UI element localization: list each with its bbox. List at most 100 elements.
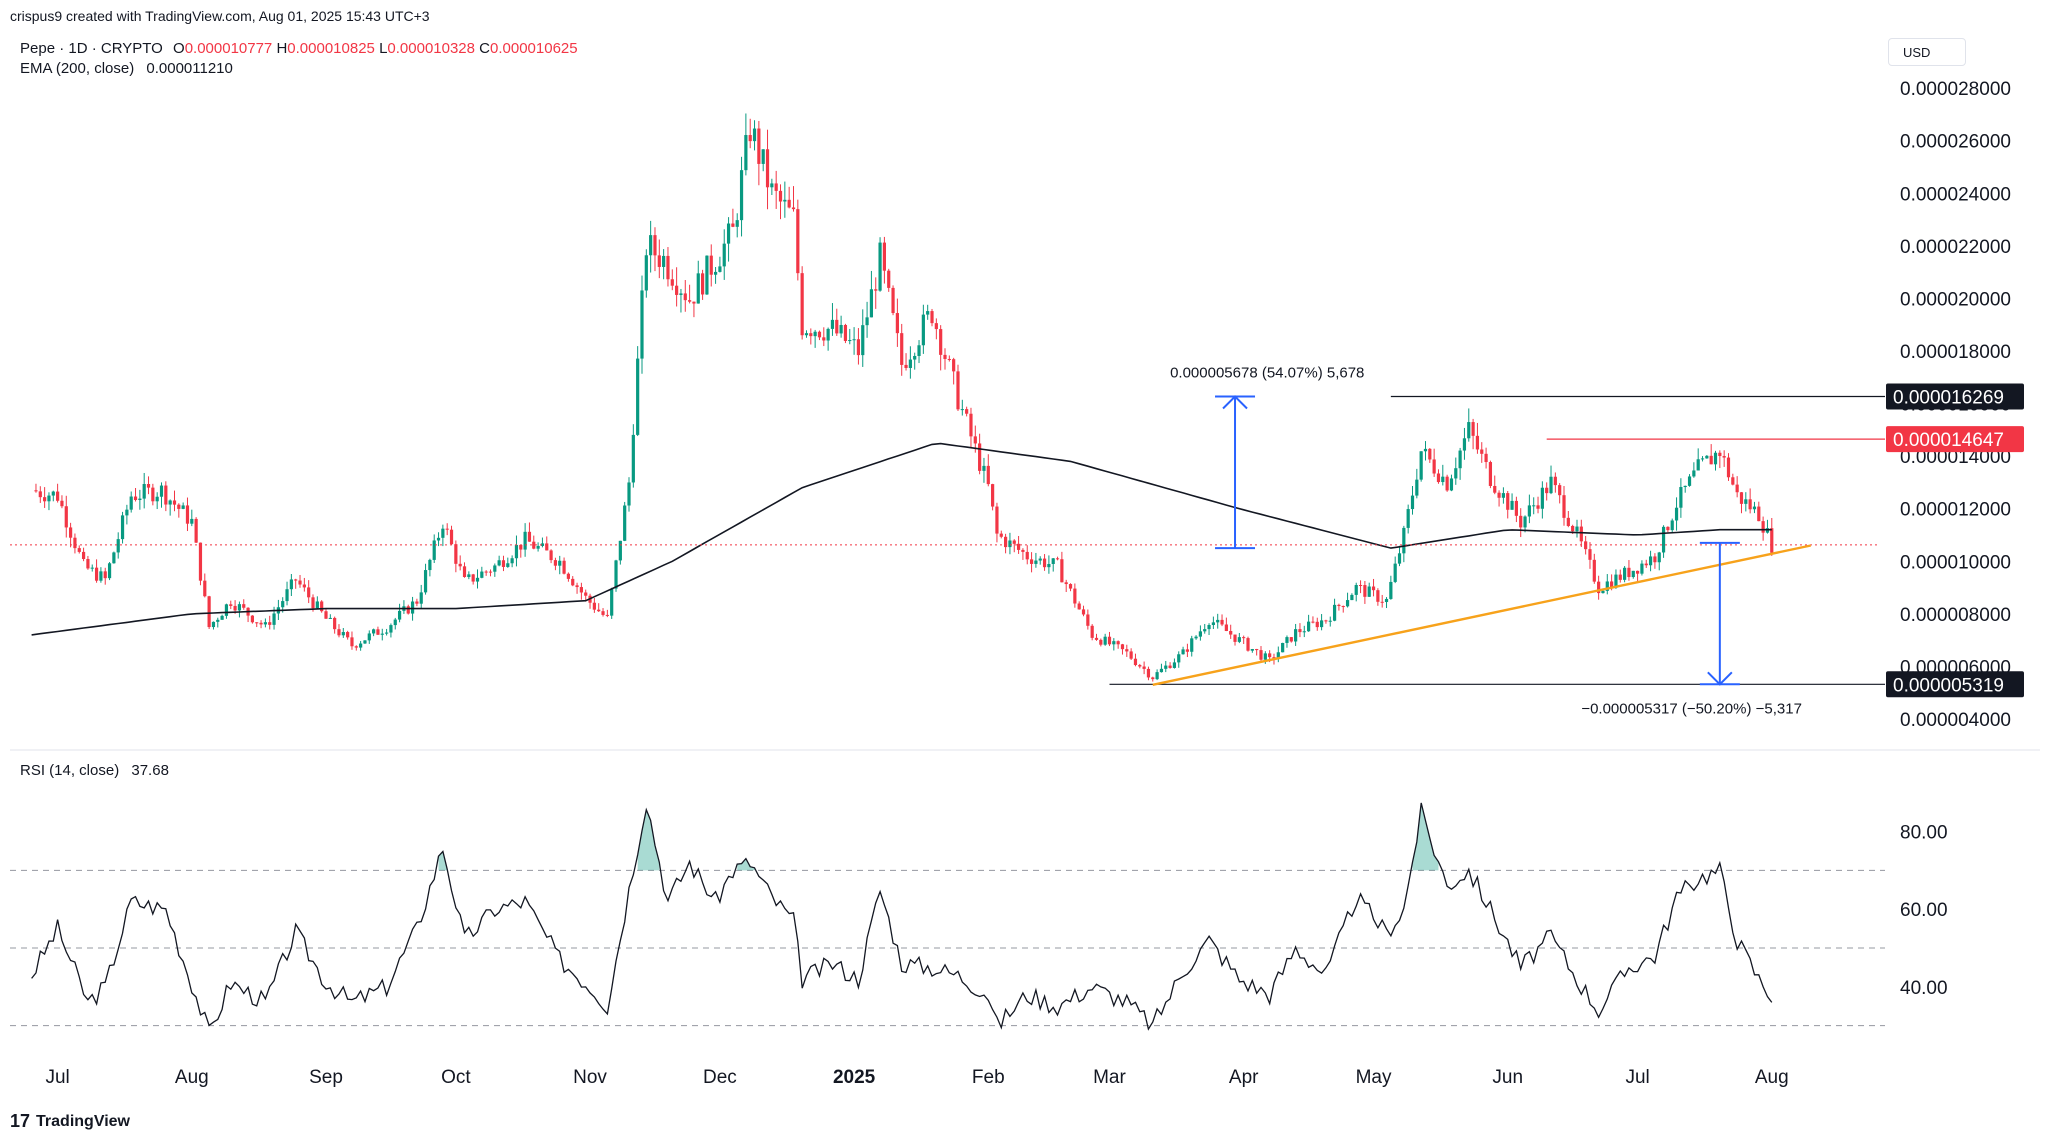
candle-body bbox=[1640, 563, 1644, 574]
candle-body bbox=[1549, 476, 1553, 494]
candle-body bbox=[1428, 448, 1432, 460]
candle-body bbox=[726, 223, 731, 244]
red-level-tag[interactable]: 0.000014647 bbox=[1886, 426, 2024, 453]
candle-body bbox=[1510, 500, 1514, 510]
candle-body bbox=[1449, 478, 1454, 491]
candle-body bbox=[1042, 558, 1047, 568]
candle-body bbox=[705, 255, 709, 295]
candle-body bbox=[713, 271, 718, 275]
candle-body bbox=[1016, 543, 1021, 550]
candle-body bbox=[765, 149, 770, 188]
candle-body bbox=[328, 617, 332, 619]
candle-body bbox=[874, 289, 878, 291]
candle-body bbox=[1739, 492, 1744, 504]
ema-legend[interactable]: EMA (200, close) 0.000011210 bbox=[20, 60, 233, 77]
candle-body bbox=[47, 495, 51, 502]
candle-body bbox=[1363, 585, 1367, 597]
candle-body bbox=[1514, 500, 1518, 516]
tradingview-logo[interactable]: 17 TradingView bbox=[10, 1111, 130, 1132]
candle-body bbox=[1337, 604, 1341, 607]
candle-body bbox=[1757, 506, 1761, 522]
candle-body bbox=[1731, 477, 1735, 485]
candle-body bbox=[947, 358, 951, 360]
candle-body bbox=[1406, 509, 1410, 528]
candle-body bbox=[787, 199, 791, 208]
candle-body bbox=[281, 601, 285, 608]
candle-body bbox=[1129, 651, 1133, 659]
candle-body bbox=[1281, 642, 1285, 653]
price-axis-tick: 0.000026000 bbox=[1900, 132, 2011, 153]
candle-body bbox=[341, 632, 345, 636]
candle-body bbox=[501, 560, 506, 567]
candle-body bbox=[454, 544, 458, 564]
candle-body bbox=[1190, 638, 1194, 652]
candle-body bbox=[986, 465, 990, 485]
candle-body bbox=[1185, 649, 1190, 652]
candle-body bbox=[151, 487, 155, 502]
rsi-legend[interactable]: RSI (14, close) 37.68 bbox=[20, 762, 169, 779]
candle-body bbox=[125, 509, 129, 516]
candle-body bbox=[1770, 528, 1774, 553]
candle-body bbox=[917, 345, 921, 356]
candle-body bbox=[1623, 567, 1627, 580]
candle-body bbox=[133, 496, 138, 501]
candle-body bbox=[359, 643, 363, 648]
candle-body bbox=[1367, 586, 1371, 597]
candle-body bbox=[1493, 485, 1497, 493]
candle-body bbox=[627, 482, 631, 506]
support-tag-text: 0.000005319 bbox=[1893, 675, 2004, 696]
candle-body bbox=[1112, 641, 1116, 645]
candle-body bbox=[376, 629, 380, 635]
candle-body bbox=[809, 333, 813, 337]
candle-body bbox=[250, 615, 255, 623]
candle-body bbox=[532, 541, 536, 549]
candle-body bbox=[43, 497, 47, 502]
candle-body bbox=[1034, 560, 1038, 564]
symbol-legend[interactable]: Pepe · 1D · CRYPTO O0.000010777 H0.00001… bbox=[20, 40, 578, 57]
candle-body bbox=[1302, 631, 1306, 633]
candle-body bbox=[553, 560, 558, 566]
candle-body bbox=[1610, 581, 1614, 588]
candle-body bbox=[1289, 637, 1293, 642]
candle-body bbox=[1146, 668, 1151, 678]
candle-body bbox=[393, 619, 397, 626]
candle-body bbox=[1674, 507, 1679, 521]
candle-body bbox=[1748, 499, 1752, 510]
candle-body bbox=[1328, 620, 1332, 622]
candle-body bbox=[1713, 452, 1718, 465]
time-axis-tick: Jul bbox=[1625, 1067, 1649, 1088]
candle-body bbox=[432, 540, 436, 560]
candle-body bbox=[592, 602, 596, 610]
time-axis-tick: Aug bbox=[1755, 1067, 1789, 1088]
ascending-trendline[interactable] bbox=[1152, 544, 1811, 686]
candle-body bbox=[380, 633, 384, 635]
candle-body bbox=[60, 500, 64, 507]
candle-body bbox=[255, 622, 259, 624]
candle-body bbox=[1661, 526, 1666, 553]
candle-body bbox=[956, 371, 960, 410]
candle-body bbox=[566, 573, 571, 579]
attribution: crispus9 created with TradingView.com, A… bbox=[10, 8, 430, 24]
candle-body bbox=[1319, 620, 1324, 628]
candle-body bbox=[696, 273, 700, 304]
candle-body bbox=[1709, 455, 1713, 465]
candle-body bbox=[1103, 636, 1107, 645]
candle-body bbox=[1532, 505, 1536, 507]
currency-button[interactable]: USD bbox=[1888, 38, 1966, 66]
support-tag[interactable]: 0.000005319 bbox=[1886, 671, 2024, 698]
candle-body bbox=[34, 490, 38, 492]
candle-body bbox=[1523, 516, 1527, 528]
candle-body bbox=[1488, 462, 1493, 486]
candle-body bbox=[1648, 556, 1653, 566]
candle-body bbox=[1432, 459, 1436, 474]
candle-body bbox=[1012, 540, 1016, 544]
lower-measure-arrow[interactable] bbox=[1699, 541, 1740, 686]
candle-body bbox=[934, 323, 938, 330]
candle-body bbox=[1389, 581, 1393, 599]
candle-body bbox=[458, 563, 462, 567]
resistance-tag[interactable]: 0.000016269 bbox=[1886, 383, 2024, 410]
upper-measure-arrow[interactable] bbox=[1215, 395, 1256, 550]
candle-body bbox=[1458, 450, 1462, 469]
candle-body bbox=[778, 190, 783, 202]
